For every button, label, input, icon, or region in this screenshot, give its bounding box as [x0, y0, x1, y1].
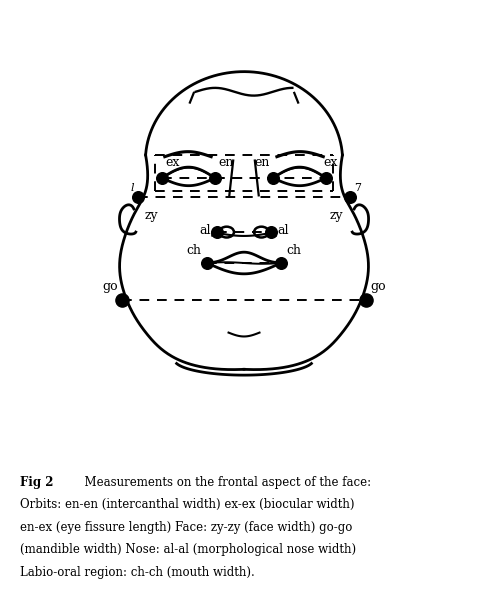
Text: al: al [200, 223, 211, 236]
Text: en: en [218, 157, 234, 170]
Point [213, 228, 221, 237]
Text: l: l [130, 183, 134, 193]
Text: go: go [371, 280, 386, 293]
Text: en: en [254, 157, 270, 170]
Text: go: go [102, 280, 118, 293]
Text: ex: ex [323, 157, 337, 170]
Point [277, 258, 285, 268]
Point [158, 173, 166, 183]
Point [346, 193, 354, 202]
Point [118, 295, 126, 304]
Point [269, 173, 277, 183]
Text: Fig 2: Fig 2 [20, 476, 53, 489]
Text: ch: ch [186, 244, 202, 257]
Text: al: al [277, 223, 288, 236]
Point [322, 173, 330, 183]
Text: ch: ch [286, 244, 302, 257]
Point [211, 173, 219, 183]
Text: (mandible width) Nose: al-al (morphological nose width): (mandible width) Nose: al-al (morphologi… [20, 543, 356, 556]
Text: zy: zy [330, 209, 344, 222]
Point [267, 228, 275, 237]
Text: Orbits: en-en (intercanthal width) ex-ex (biocular width): Orbits: en-en (intercanthal width) ex-ex… [20, 498, 355, 511]
Text: ex: ex [165, 157, 179, 170]
Text: 7: 7 [354, 183, 361, 193]
Text: Measurements on the frontal aspect of the face:: Measurements on the frontal aspect of th… [77, 476, 372, 489]
Text: en-ex (eye fissure length) Face: zy-zy (face width) go-go: en-ex (eye fissure length) Face: zy-zy (… [20, 521, 352, 534]
Text: Labio-oral region: ch-ch (mouth width).: Labio-oral region: ch-ch (mouth width). [20, 566, 254, 579]
Point [203, 258, 211, 268]
Text: zy: zy [144, 209, 158, 222]
Point [362, 295, 370, 304]
Point [134, 193, 142, 202]
